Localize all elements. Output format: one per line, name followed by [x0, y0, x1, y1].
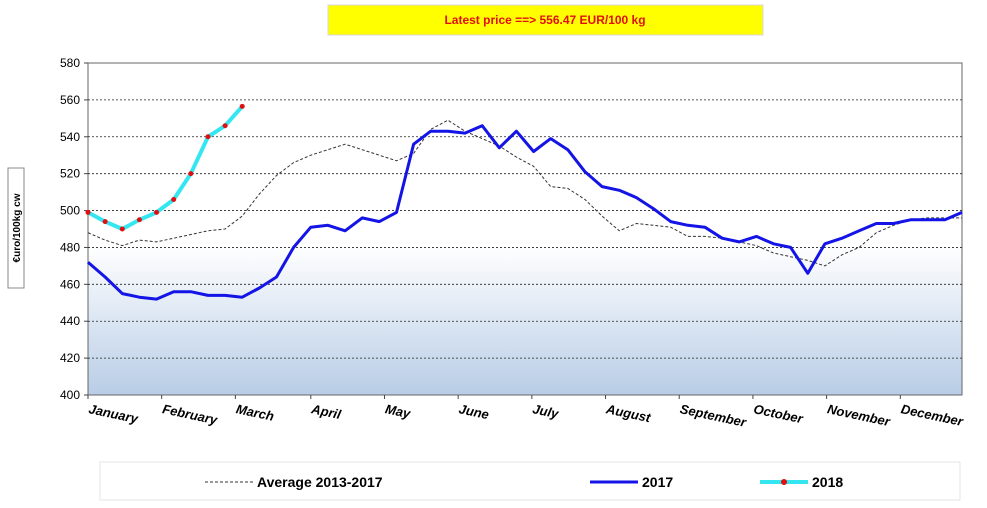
y-tick-label: 520 — [60, 167, 80, 181]
y-tick-label: 400 — [60, 388, 80, 402]
legend-label: 2018 — [812, 474, 843, 490]
chart-title: Latest price ==> 556.47 EUR/100 kg — [444, 13, 645, 27]
y-axis-label: €uro/100kg cw — [12, 193, 23, 262]
y-label-box — [7, 167, 25, 289]
x-tick-label: April — [309, 401, 342, 422]
series-line — [87, 124, 963, 301]
series-marker — [136, 217, 142, 223]
y-tick-label: 440 — [60, 314, 80, 328]
series-marker — [171, 196, 177, 202]
series-marker — [222, 123, 228, 129]
x-tick-label: February — [161, 401, 219, 427]
series-marker — [85, 209, 91, 215]
y-tick-label: 580 — [60, 56, 80, 70]
legend-label: 2017 — [642, 474, 673, 490]
x-tick-label: January — [87, 401, 140, 426]
x-tick-label: May — [384, 401, 413, 421]
x-tick-label: March — [235, 401, 276, 424]
x-tick-label: October — [752, 401, 805, 426]
series-marker — [239, 103, 245, 109]
plot-area — [87, 62, 963, 396]
y-tick-label: 480 — [60, 240, 80, 254]
title-box — [327, 4, 764, 36]
series-line — [87, 119, 962, 267]
y-tick-label: 560 — [60, 93, 80, 107]
x-tick-label: September — [679, 401, 749, 430]
series-marker — [188, 171, 194, 177]
legend-items: Average 2013-2017 2017 2018 — [205, 474, 843, 490]
x-tick-label: December — [900, 401, 966, 429]
legend — [99, 461, 961, 501]
y-tick-label: 420 — [60, 351, 80, 365]
x-tick-label: July — [531, 401, 560, 421]
legend-label: Average 2013-2017 — [257, 474, 383, 490]
series-line — [87, 105, 244, 231]
series-marker — [102, 219, 108, 225]
y-tick-label: 460 — [60, 277, 80, 291]
y-tick-label: 540 — [60, 130, 80, 144]
series-marker — [119, 226, 125, 232]
series-marker — [154, 209, 160, 215]
y-tick-label: 500 — [60, 204, 80, 218]
x-tick-label: August — [604, 401, 653, 425]
legend-marker — [781, 479, 787, 485]
series-marker — [205, 134, 211, 140]
x-tick-label: June — [458, 401, 491, 422]
x-tick-label: November — [826, 401, 892, 429]
